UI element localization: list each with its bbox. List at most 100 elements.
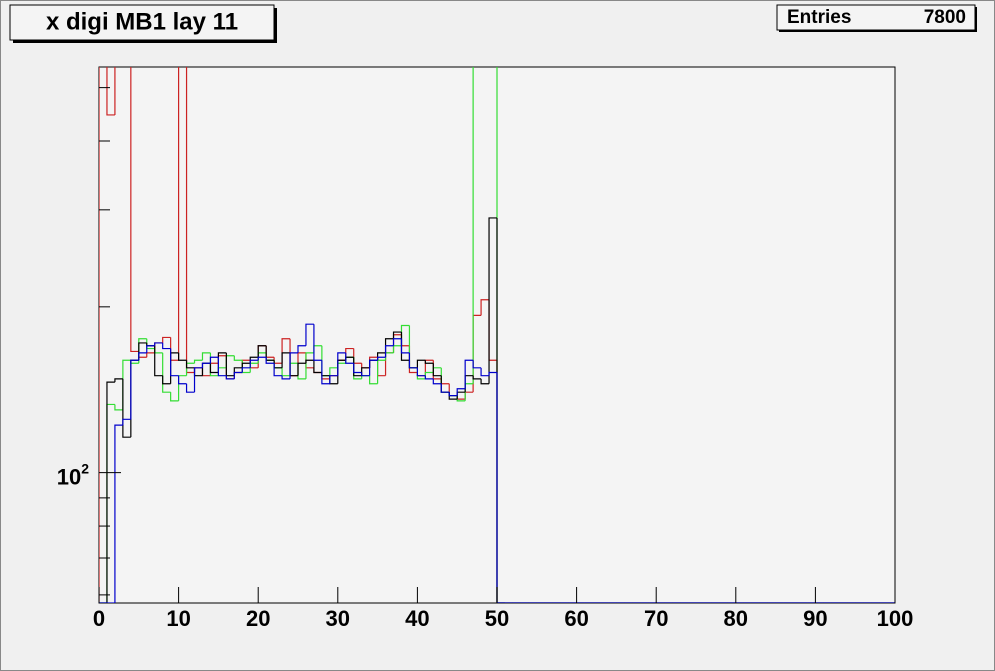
histogram-bin <box>185 360 195 369</box>
x-tick-label: 50 <box>485 606 509 631</box>
histogram-bin <box>305 359 314 364</box>
x-tick-label: 60 <box>564 606 588 631</box>
histogram-bin <box>345 352 354 364</box>
histogram-bin <box>305 323 314 346</box>
histogram-bin <box>257 345 267 358</box>
histogram-bin <box>170 348 179 377</box>
histogram-bin <box>170 392 179 402</box>
histogram-bin <box>209 356 219 364</box>
histogram-bin <box>488 371 497 376</box>
histogram-bin <box>369 375 378 385</box>
histogram-bin <box>225 375 235 380</box>
plot-area <box>99 67 895 603</box>
histogram-bin <box>472 67 474 384</box>
histogram-bin <box>233 355 243 361</box>
histogram-bin <box>138 352 147 361</box>
histogram-bin <box>448 392 458 397</box>
histogram-bin <box>193 359 203 364</box>
histogram-bin <box>178 375 187 385</box>
histogram-bin <box>162 342 171 350</box>
histogram-bin <box>496 67 505 603</box>
histogram-bin <box>480 367 490 377</box>
stats-box <box>776 4 976 31</box>
histogram-bin <box>209 363 219 374</box>
histogram-bin <box>114 378 123 383</box>
histogram-bin <box>297 362 306 376</box>
histogram-bin <box>273 363 283 377</box>
histogram-bin <box>178 67 180 361</box>
title-box <box>9 4 275 41</box>
x-tick-label: 80 <box>724 606 748 631</box>
histogram-bin <box>162 352 171 393</box>
histogram-bin <box>321 360 330 385</box>
histogram-bin <box>424 375 434 380</box>
histogram-bin <box>289 352 298 379</box>
histogram-bin <box>488 217 497 384</box>
histogram-bin <box>122 378 131 438</box>
histogram-bin <box>106 67 115 116</box>
histogram-bin <box>480 378 490 385</box>
histogram-bin <box>201 362 211 368</box>
histogram-bin <box>392 338 402 346</box>
histogram-bin <box>369 359 378 376</box>
histogram-bin <box>297 345 306 353</box>
histogram-bin <box>114 67 116 115</box>
histogram-bin <box>233 371 243 379</box>
histogram-bin <box>162 336 171 343</box>
histogram-bin <box>496 217 505 603</box>
x-tick-label: 40 <box>405 606 429 631</box>
histogram-bin <box>265 357 275 364</box>
histogram-bin <box>305 352 314 379</box>
histogram-bin <box>154 342 163 346</box>
histogram-bin <box>281 352 291 368</box>
histogram-bin <box>241 362 251 368</box>
x-tick-label: 30 <box>326 606 350 631</box>
histogram-bin <box>146 345 155 353</box>
histogram-bin <box>384 345 394 358</box>
histogram-bin <box>353 363 362 374</box>
histogram-bin <box>416 367 426 377</box>
histogram-bin <box>185 383 195 393</box>
histogram-bin <box>361 372 370 377</box>
x-tick-label: 10 <box>166 606 190 631</box>
histogram-bin <box>440 383 450 393</box>
stats-label: Entries <box>787 7 851 28</box>
histogram-bin <box>217 357 227 377</box>
histogram-bin <box>472 360 482 369</box>
histogram-bin <box>432 363 442 377</box>
histogram-bin <box>249 359 259 368</box>
x-tick-label: 70 <box>644 606 668 631</box>
histogram-bin <box>201 352 211 361</box>
histogram-bin <box>257 356 267 361</box>
histogram-bin <box>464 359 474 389</box>
stats-value: 7800 <box>924 7 966 28</box>
histogram-bin <box>313 324 322 361</box>
y-tick-exponent: 2 <box>81 460 89 476</box>
histogram-bin <box>281 375 291 380</box>
histogram-bin <box>337 352 346 376</box>
x-tick-label: 90 <box>803 606 827 631</box>
histogram-bin <box>178 352 187 361</box>
histogram-bin <box>130 67 139 353</box>
histogram-bin <box>130 359 139 420</box>
histogram-bin <box>114 424 123 603</box>
histogram-bin <box>193 367 203 393</box>
histogram-bin <box>241 367 251 373</box>
histogram-bin <box>408 352 418 369</box>
histogram-bin <box>416 359 426 368</box>
histogram-bin <box>456 388 466 396</box>
histogram-bin <box>377 356 386 361</box>
histogram-bin <box>424 360 434 364</box>
histogram-bin <box>400 338 410 354</box>
histogram-bin <box>432 378 442 385</box>
histogram-bin <box>392 331 402 339</box>
histogram-bin <box>122 418 131 426</box>
histogram-bin <box>496 372 505 603</box>
histogram-bin <box>154 345 163 377</box>
x-tick-label: 20 <box>246 606 270 631</box>
histogram-bin <box>329 367 338 376</box>
histogram-bin <box>114 404 123 411</box>
histogram-bin <box>106 381 115 603</box>
